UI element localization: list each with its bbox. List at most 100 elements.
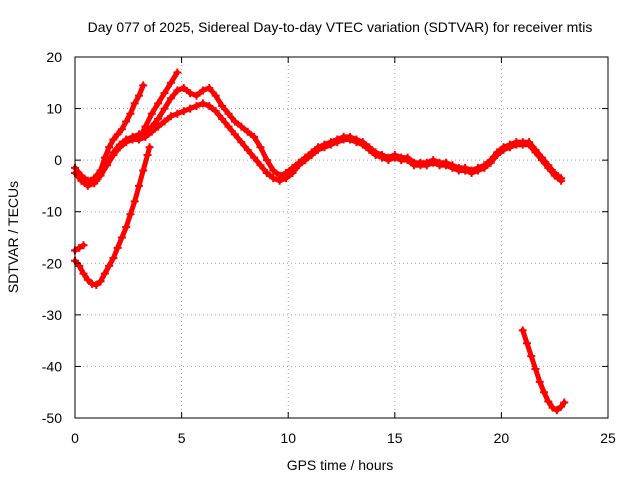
data-point bbox=[243, 127, 252, 136]
data-point bbox=[100, 269, 109, 278]
data-point bbox=[79, 269, 88, 278]
data-point bbox=[79, 241, 88, 250]
data-point bbox=[122, 138, 131, 147]
data-point bbox=[205, 83, 214, 92]
data-point bbox=[531, 148, 540, 157]
grid-lines bbox=[75, 57, 608, 418]
data-point bbox=[166, 78, 175, 87]
data-point bbox=[198, 86, 207, 95]
data-point bbox=[198, 99, 207, 108]
x-tick-label: 10 bbox=[280, 430, 296, 446]
y-axis-label: SDTVAR / TECUs bbox=[5, 181, 21, 293]
data-point bbox=[139, 81, 148, 90]
data-point bbox=[544, 163, 553, 172]
data-point bbox=[358, 140, 367, 149]
data-point bbox=[134, 135, 143, 144]
data-point bbox=[92, 176, 101, 185]
data-point bbox=[75, 243, 84, 252]
series-main-band-b bbox=[71, 99, 566, 190]
data-point bbox=[473, 166, 482, 175]
x-tick-label: 15 bbox=[387, 430, 403, 446]
chart-title: Day 077 of 2025, Sidereal Day-to-day VTE… bbox=[88, 19, 593, 35]
data-point bbox=[224, 109, 233, 118]
data-point bbox=[250, 153, 259, 162]
data-point bbox=[237, 122, 246, 131]
data-point bbox=[154, 99, 163, 108]
data-point bbox=[92, 280, 101, 289]
data-point bbox=[557, 176, 566, 185]
data-point bbox=[218, 101, 227, 110]
data-point bbox=[211, 107, 220, 116]
data-point bbox=[269, 174, 278, 183]
data-point bbox=[105, 261, 114, 270]
data-point bbox=[461, 166, 470, 175]
data-point bbox=[548, 403, 557, 412]
data-point bbox=[160, 104, 169, 113]
y-tick-label: -50 bbox=[42, 410, 62, 426]
data-point bbox=[294, 161, 303, 170]
data-point bbox=[109, 135, 118, 144]
data-point bbox=[256, 161, 265, 170]
axis-ticks: 0 5 10 15 20 25 -50 -40 -30 -20 -10 0 10 20 bbox=[42, 49, 616, 446]
data-point bbox=[282, 174, 291, 183]
data-point bbox=[109, 150, 118, 159]
data-point bbox=[531, 365, 540, 374]
data-point bbox=[192, 101, 201, 110]
data-point bbox=[113, 130, 122, 139]
data-point bbox=[130, 99, 139, 108]
data-point bbox=[179, 83, 188, 92]
data-point bbox=[186, 104, 195, 113]
data-point bbox=[211, 91, 220, 100]
data-point bbox=[134, 91, 143, 100]
data-point bbox=[346, 135, 355, 144]
y-tick-label: 10 bbox=[46, 101, 62, 117]
data-point bbox=[154, 122, 163, 131]
data-point bbox=[154, 114, 163, 123]
data-point bbox=[230, 130, 239, 139]
data-point bbox=[166, 94, 175, 103]
data-point bbox=[390, 153, 399, 162]
data-point bbox=[448, 163, 457, 172]
data-point bbox=[96, 277, 105, 286]
data-point bbox=[333, 138, 342, 147]
data-point bbox=[83, 275, 92, 284]
data-point bbox=[522, 339, 531, 348]
data-point bbox=[250, 132, 259, 141]
y-tick-label: -20 bbox=[42, 255, 62, 271]
series-second-rising-arc bbox=[134, 68, 182, 144]
data-point bbox=[160, 117, 169, 126]
data-point bbox=[100, 153, 109, 162]
data-point bbox=[122, 223, 131, 232]
data-point bbox=[218, 114, 227, 123]
x-tick-label: 5 bbox=[178, 430, 186, 446]
data-point bbox=[486, 158, 495, 167]
data-point bbox=[113, 243, 122, 252]
data-point bbox=[122, 117, 131, 126]
data-point bbox=[83, 181, 92, 190]
y-tick-label: -30 bbox=[42, 307, 62, 323]
data-point bbox=[117, 233, 126, 242]
data-point bbox=[173, 109, 182, 118]
data-point bbox=[493, 150, 502, 159]
data-point bbox=[143, 150, 152, 159]
data-point bbox=[544, 397, 553, 406]
data-point bbox=[307, 150, 316, 159]
x-tick-label: 0 bbox=[71, 430, 79, 446]
y-tick-label: 20 bbox=[46, 49, 62, 65]
data-point bbox=[139, 166, 148, 175]
data-point bbox=[320, 143, 329, 152]
data-point bbox=[262, 156, 271, 165]
y-tick-label: 0 bbox=[54, 152, 62, 168]
data-point bbox=[314, 145, 323, 154]
data-point bbox=[365, 145, 374, 154]
data-point bbox=[192, 91, 201, 100]
data-point bbox=[160, 89, 169, 98]
data-point bbox=[166, 112, 175, 121]
data-point bbox=[173, 86, 182, 95]
data-point bbox=[540, 388, 549, 397]
data-point bbox=[141, 122, 150, 131]
data-point bbox=[179, 107, 188, 116]
y-tick-label: -40 bbox=[42, 358, 62, 374]
